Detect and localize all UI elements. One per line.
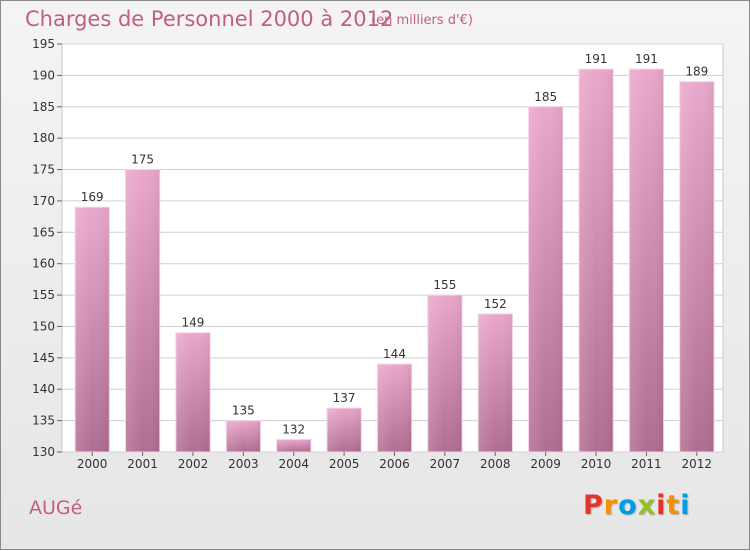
bar-value-label: 137 <box>333 391 356 405</box>
logo-letter: i <box>656 490 667 521</box>
x-tick-label: 2008 <box>480 457 511 471</box>
bar-shine <box>75 207 110 452</box>
bar-value-label: 185 <box>534 90 557 104</box>
y-tick-label: 180 <box>32 131 55 145</box>
bars-group: 169 175 149 135 132 137 144 155 152 185 191 191 189 <box>74 52 715 453</box>
bar-value-label: 152 <box>484 297 507 311</box>
bar-2012 <box>679 81 715 453</box>
bar-2000 <box>74 206 110 453</box>
y-tick-label: 135 <box>32 414 55 428</box>
logo-letter: t <box>666 490 681 521</box>
bar-2008 <box>477 313 513 453</box>
bar-value-label: 149 <box>182 316 205 330</box>
y-tick-label: 195 <box>32 37 55 51</box>
bar-value-label: 191 <box>635 52 658 66</box>
bar-shine <box>175 332 211 452</box>
bar-shine <box>679 81 714 453</box>
chart-subtitle: (en milliers d'€) <box>371 13 473 28</box>
bar-shine <box>125 169 160 453</box>
bar-value-label: 144 <box>383 347 406 361</box>
x-tick-label: 2002 <box>178 457 209 471</box>
bar-shine <box>427 295 463 452</box>
y-tick-label: 155 <box>32 288 55 302</box>
y-tick-label: 150 <box>32 319 55 333</box>
logo-letter: x <box>637 490 657 521</box>
bar-value-label: 189 <box>685 65 708 79</box>
bar-value-label: 135 <box>232 404 255 418</box>
bar-shine <box>377 364 412 452</box>
bar-value-label: 175 <box>131 153 154 167</box>
y-tick-label: 170 <box>32 194 55 208</box>
x-tick-label: 2010 <box>581 457 612 471</box>
x-tick-label: 2009 <box>530 457 561 471</box>
y-tick-label: 160 <box>32 257 55 271</box>
bar-2002 <box>175 332 211 453</box>
x-tick-label: 2012 <box>682 457 713 471</box>
bar-2007 <box>427 294 463 453</box>
bar-shine <box>326 408 362 452</box>
bar-value-label: 155 <box>433 278 456 292</box>
bar-2003 <box>225 420 261 453</box>
x-tick-label: 2000 <box>77 457 108 471</box>
bar-shine <box>276 439 311 452</box>
bar-shine <box>226 420 261 452</box>
y-tick-label: 145 <box>32 351 55 365</box>
bar-value-label: 191 <box>585 52 608 66</box>
bar-2005 <box>326 407 362 453</box>
logo-letter: o <box>618 490 638 521</box>
x-tick-label: 2003 <box>228 457 259 471</box>
bar-2010 <box>578 68 614 453</box>
logo-letter: P <box>583 490 604 521</box>
proxiti-logo: Proxiti <box>583 490 691 521</box>
x-tick-label: 2005 <box>329 457 360 471</box>
x-tick-label: 2001 <box>127 457 158 471</box>
x-axis: 2000 2001 2002 2003 2004 2005 2006 2007 2008 2009… <box>77 452 712 471</box>
y-tick-label: 130 <box>32 445 55 459</box>
bar-shine <box>629 69 664 452</box>
chart-title: Charges de Personnel 2000 à 2012 <box>25 7 394 31</box>
y-tick-label: 190 <box>32 68 55 82</box>
x-tick-label: 2011 <box>631 457 662 471</box>
bar-2004 <box>276 438 312 453</box>
y-tick-label: 165 <box>32 225 55 239</box>
bar-2006 <box>376 363 413 453</box>
bar-value-label: 169 <box>81 190 104 204</box>
bar-shine <box>578 69 614 452</box>
bar-2009 <box>528 106 564 453</box>
logo-letter: i <box>680 490 691 521</box>
bar-shine <box>478 313 513 452</box>
x-tick-label: 2004 <box>278 457 309 471</box>
y-tick-label: 185 <box>32 100 55 114</box>
x-tick-label: 2006 <box>379 457 410 471</box>
y-axis: 130 135 140 145 150 155 160 165 170 175 180 185 190 1… <box>32 37 62 459</box>
bar-shine <box>528 106 563 453</box>
y-tick-label: 140 <box>32 382 55 396</box>
bar-2011 <box>628 68 665 453</box>
bar-value-label: 132 <box>282 422 305 436</box>
x-tick-label: 2007 <box>430 457 461 471</box>
y-tick-label: 175 <box>32 163 55 177</box>
logo-letter: r <box>603 490 619 521</box>
bar-2001 <box>124 169 161 453</box>
commune-name: AUGé <box>29 497 83 519</box>
